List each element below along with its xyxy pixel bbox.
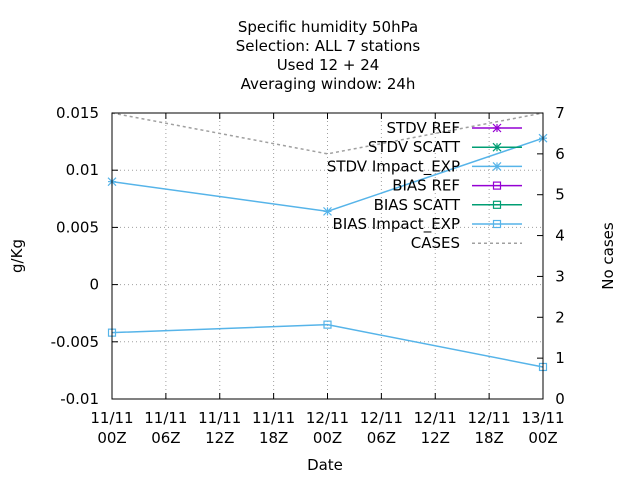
y-tick-label: 0.01: [66, 161, 99, 179]
legend-label: STDV REF: [386, 119, 460, 137]
x-tick-label-hour: 12Z: [205, 429, 234, 447]
x-tick-label-date: 12/11: [306, 409, 349, 427]
title-line-0: Specific humidity 50hPa: [238, 18, 418, 36]
y-tick-label: -0.005: [51, 333, 99, 351]
legend-label: CASES: [411, 234, 460, 252]
legend-marker: [492, 219, 502, 229]
y2-tick-label: 6: [555, 145, 565, 163]
x-axis-ticks: 11/11 00Z 11/11 06Z 11/11 12Z 11/11 18Z 12/11 00Z…: [90, 113, 565, 447]
y2-axis-ticks: 0 1 2 3 4 5 6 7: [537, 104, 565, 408]
x-tick-label-hour: 00Z: [97, 429, 126, 447]
x-tick-label-hour: 18Z: [259, 429, 288, 447]
x-tick-label-hour: 00Z: [313, 429, 342, 447]
x-tick-label-hour: 18Z: [474, 429, 503, 447]
x-tick-label-date: 12/11: [468, 409, 511, 427]
x-tick-label-date: 11/11: [198, 409, 241, 427]
x-tick-label-hour: 12Z: [421, 429, 450, 447]
x-tick-label-date: 12/11: [414, 409, 457, 427]
grid: [112, 113, 543, 399]
x-tick-label-date: 11/11: [144, 409, 187, 427]
y-axis-label: g/Kg: [8, 239, 26, 273]
legend-marker: [492, 200, 502, 209]
x-tick-label-date: 11/11: [90, 409, 133, 427]
title-line-1: Selection: ALL 7 stations: [236, 37, 421, 55]
y2-tick-label: 3: [555, 267, 565, 285]
title-line-2: Used 12 + 24: [277, 56, 380, 74]
x-tick-label-hour: 06Z: [151, 429, 180, 447]
y2-tick-label: 1: [555, 349, 565, 367]
y-tick-label: 0.015: [56, 104, 99, 122]
y2-axis-label: No cases: [599, 222, 617, 290]
legend-label: BIAS Impact_EXP: [333, 215, 460, 234]
y-tick-label: 0.005: [56, 218, 99, 236]
x-axis-label: Date: [307, 456, 343, 474]
x-tick-label-hour: 00Z: [528, 429, 557, 447]
legend-label: STDV Impact_EXP: [327, 157, 460, 176]
x-tick-label-hour: 06Z: [367, 429, 396, 447]
y-tick-label: 0: [89, 276, 99, 294]
legend-label: BIAS SCATT: [374, 196, 461, 214]
legend-marker: [492, 123, 502, 133]
series-line-6: [111, 112, 544, 155]
plot-frame: [111, 112, 544, 400]
y-axis-ticks: -0.01 -0.005 0 0.005 0.01 0.015: [51, 104, 118, 408]
x-tick-label-date: 13/11: [521, 409, 564, 427]
data-point: [323, 320, 332, 329]
legend-marker: [492, 181, 502, 190]
x-tick-label-date: 11/11: [252, 409, 295, 427]
y2-tick-label: 4: [555, 227, 565, 245]
y2-tick-label: 7: [555, 104, 565, 122]
legend-label: STDV SCATT: [368, 138, 461, 156]
series-line-5: [111, 323, 544, 368]
x-tick-label-date: 12/11: [360, 409, 403, 427]
title-line-3: Averaging window: 24h: [241, 75, 416, 93]
data-point: [323, 206, 332, 216]
legend-marker: [492, 161, 502, 171]
y-tick-label: -0.01: [60, 390, 99, 408]
legend-label: BIAS REF: [392, 177, 460, 195]
y2-tick-label: 5: [555, 186, 565, 204]
y2-tick-label: 0: [555, 390, 565, 408]
legend-marker: [492, 142, 502, 152]
y2-tick-label: 2: [555, 308, 565, 326]
